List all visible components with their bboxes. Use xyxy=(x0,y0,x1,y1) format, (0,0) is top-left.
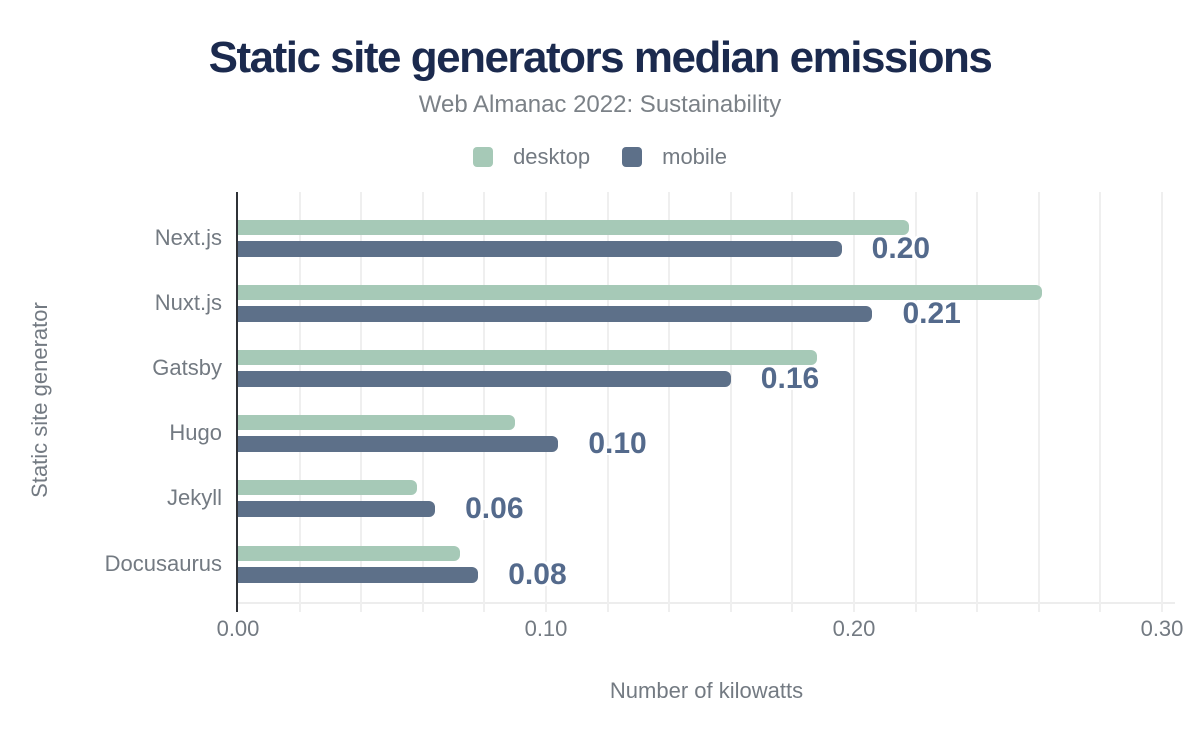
category-label: Nuxt.js xyxy=(154,289,222,315)
gridline xyxy=(298,192,301,612)
data-label: 0.20 xyxy=(871,231,931,265)
gridline xyxy=(976,192,979,612)
legend: desktop mobile xyxy=(0,144,1200,170)
gridline xyxy=(729,192,732,612)
bar-desktop xyxy=(238,349,818,365)
category-label: Jekyll xyxy=(166,485,222,511)
legend-item-mobile: mobile xyxy=(622,144,727,170)
chart-subtitle: Web Almanac 2022: Sustainability xyxy=(418,91,782,118)
y-axis-title: Static site generator xyxy=(27,302,52,498)
gridline xyxy=(421,192,424,612)
x-tick-label: 0.20 xyxy=(832,616,876,641)
gridline xyxy=(668,192,671,612)
bar-mobile xyxy=(238,501,436,518)
data-label: 0.08 xyxy=(508,557,567,591)
mobile-swatch-icon xyxy=(622,147,643,167)
data-label: 0.16 xyxy=(760,361,820,395)
bar-desktop xyxy=(238,545,460,561)
desktop-swatch-icon xyxy=(473,147,494,167)
data-label: 0.06 xyxy=(465,492,524,526)
x-tick-label: 0.00 xyxy=(216,616,260,641)
x-axis-title: Number of kilowatts xyxy=(609,678,804,703)
legend-label-desktop: desktop xyxy=(513,144,591,169)
bar-mobile xyxy=(238,240,842,257)
gridline xyxy=(483,192,486,612)
bar-desktop xyxy=(238,415,516,431)
category-label: Gatsby xyxy=(152,354,222,380)
category-label: Next.js xyxy=(154,224,222,250)
gridline xyxy=(914,192,917,612)
gridline xyxy=(1037,192,1040,612)
data-label: 0.21 xyxy=(902,296,961,330)
bar-mobile xyxy=(238,370,731,387)
gridline xyxy=(1099,192,1102,612)
x-tick-label: 0.10 xyxy=(524,616,568,641)
legend-item-desktop: desktop xyxy=(473,144,590,170)
gridline xyxy=(360,192,363,612)
category-label: Hugo xyxy=(169,420,222,446)
plot-area: 0.20 0.21 0.16 0.10 0.06 0.08 xyxy=(236,192,1175,612)
bar-desktop xyxy=(238,480,417,496)
gridline xyxy=(853,192,855,612)
category-label: Docusaurus xyxy=(104,550,222,576)
y-axis-line xyxy=(236,192,238,612)
x-tick-label: 0.30 xyxy=(1140,616,1184,641)
bar-desktop xyxy=(238,219,910,235)
x-axis-baseline xyxy=(238,602,1175,604)
legend-label-mobile: mobile xyxy=(662,144,727,169)
gridline xyxy=(545,192,547,612)
gridline xyxy=(606,192,609,612)
bar-desktop xyxy=(238,284,1042,300)
gridline xyxy=(791,192,794,612)
bar-mobile xyxy=(238,305,873,322)
bar-mobile xyxy=(238,436,559,453)
gridline xyxy=(1161,192,1163,612)
data-label: 0.10 xyxy=(588,427,647,461)
chart-title: Static site generators median emissions xyxy=(208,33,993,82)
bar-mobile xyxy=(238,566,479,583)
